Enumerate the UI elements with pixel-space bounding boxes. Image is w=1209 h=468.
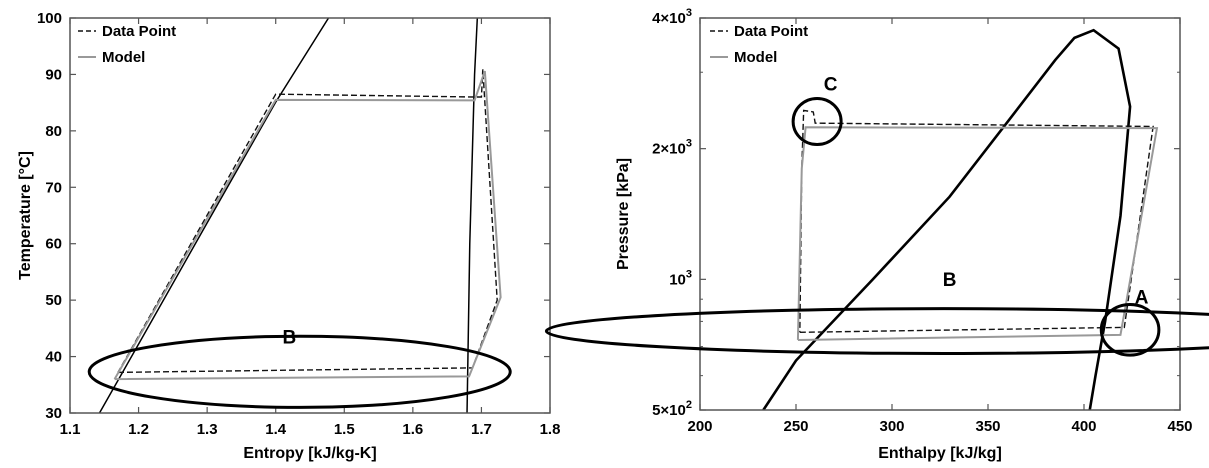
annotation-label-b: B [283, 328, 297, 349]
y-tick-label-base: 5×10 [652, 402, 686, 419]
x-tick-label: 400 [1071, 418, 1096, 435]
x-axis-label: Entropy [kJ/kg-K] [243, 445, 376, 462]
y-tick-label: 50 [45, 292, 62, 309]
y-tick-label: 40 [45, 349, 62, 366]
x-tick-label: 350 [975, 418, 1000, 435]
saturation-curve [98, 18, 330, 413]
model-series-line [796, 126, 1159, 341]
y-tick-label: 2×103 [652, 138, 692, 158]
plot-frame [699, 17, 1181, 411]
x-tick-label: 1.7 [471, 421, 492, 438]
y-tick-label: 5×102 [652, 399, 692, 419]
data-point-series-line [117, 69, 498, 374]
saturation-curve [466, 18, 479, 413]
saturation-curve [762, 28, 1132, 410]
legend-label-model: Model [734, 49, 777, 66]
x-tick-label: 1.6 [402, 421, 423, 438]
y-tick-label: 100 [37, 10, 62, 27]
y-tick-label: 103 [669, 268, 692, 288]
plot-area [98, 18, 502, 413]
y-tick-label: 90 [45, 66, 62, 83]
annotation-ellipse-a [1099, 303, 1161, 357]
model-series-line [113, 70, 502, 381]
annotation-ellipse-c [791, 96, 843, 147]
x-tick-label: 1.5 [334, 421, 355, 438]
legend-label-model: Model [102, 49, 145, 66]
x-tick-label: 300 [879, 418, 904, 435]
y-axis-label: Temperature [°C] [17, 151, 34, 280]
legend-label-data-point: Data Point [734, 23, 808, 40]
temperature-entropy-chart: 1.1 1.2 1.3 1.4 1.5 1.6 1.7 1.8 30 40 50 60 70 80 90 10… [17, 10, 560, 462]
y-tick-label-exponent: 3 [686, 268, 692, 280]
annotation-ellipse-b [87, 334, 512, 409]
x-tick-label: 1.2 [128, 421, 149, 438]
y-tick-label-exponent: 3 [686, 7, 692, 19]
x-tick-label: 1.3 [197, 421, 218, 438]
y-tick-label: 70 [45, 179, 62, 196]
y-tick-label-base: 10 [669, 271, 686, 288]
legend: Data Point Model [78, 23, 176, 66]
y-axis-label: Pressure [kPa] [615, 158, 632, 270]
x-tick-label: 450 [1167, 418, 1192, 435]
y-tick-label: 30 [45, 405, 62, 422]
x-tick-label: 1.4 [265, 421, 287, 438]
y-tick-label: 80 [45, 123, 62, 140]
pressure-enthalpy-chart: 200 250 300 350 400 4505×1021032×1034×103Enth… [545, 7, 1209, 462]
x-tick-label: 250 [783, 418, 808, 435]
x-axis-label: Enthalpy [kJ/kg] [878, 445, 1002, 462]
y-tick-label-base: 2×10 [652, 141, 686, 158]
legend-label-data-point: Data Point [102, 23, 176, 40]
legend: Data Point Model [710, 23, 808, 66]
y-tick-label-base: 4×10 [652, 10, 686, 27]
y-tick-label: 60 [45, 236, 62, 253]
x-tick-label: 200 [687, 418, 712, 435]
annotation-label-b: B [943, 270, 957, 291]
y-tick-label-exponent: 2 [686, 399, 692, 411]
annotation-ellipse-b [545, 307, 1209, 355]
plot-frame [69, 17, 551, 414]
x-tick-label: 1.8 [540, 421, 561, 438]
y-tick-label: 4×103 [652, 7, 692, 27]
annotation-label-a: A [1135, 287, 1149, 308]
y-tick-label-exponent: 3 [686, 138, 692, 150]
annotation-label-c: C [824, 75, 838, 96]
x-tick-label: 1.1 [60, 421, 81, 438]
plot-area [762, 28, 1159, 410]
